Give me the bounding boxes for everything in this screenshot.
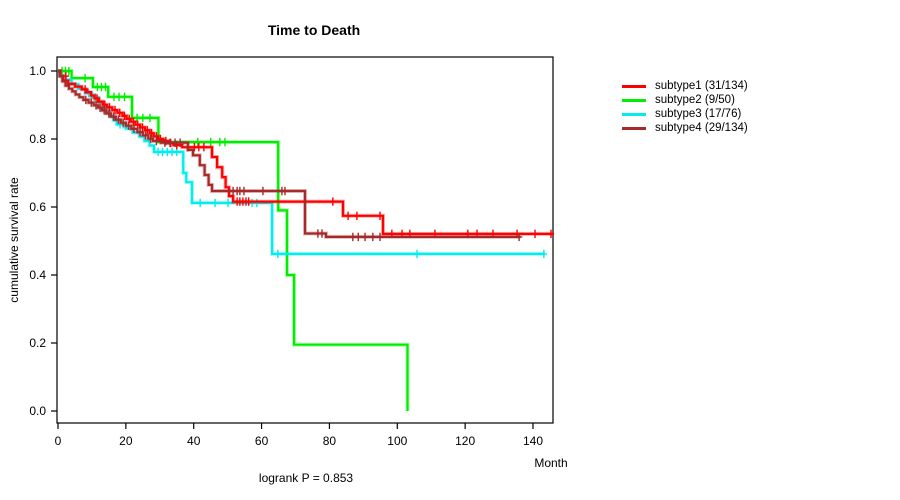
censor-marks-subtype4 — [82, 95, 523, 242]
legend-line-swatch — [622, 126, 646, 130]
y-tick-label: 0.0 — [29, 404, 46, 418]
y-axis-label: cumulative survival rate — [7, 177, 21, 303]
x-tick-label: 20 — [119, 434, 133, 448]
legend-line-swatch — [622, 98, 646, 102]
legend-item: subtype3 (17/76) — [622, 107, 748, 121]
legend: subtype1 (31/134) subtype2 (9/50) subtyp… — [622, 79, 748, 135]
x-tick-label: 120 — [455, 434, 475, 448]
x-tick-label: 0 — [55, 434, 62, 448]
x-axis-label: Month — [534, 456, 568, 470]
logrank-annotation: logrank P = 0.853 — [258, 471, 354, 485]
curve-subtype2 — [58, 66, 410, 411]
x-tick-label: 60 — [255, 434, 269, 448]
legend-item-label: subtype4 (29/134) — [655, 122, 748, 134]
chart-title: Time to Death — [267, 22, 361, 38]
plot-frame — [56, 56, 554, 424]
legend-item-label: subtype1 (31/134) — [655, 80, 748, 92]
legend-item-label: subtype2 (9/50) — [655, 94, 735, 106]
y-tick-label: 0.2 — [29, 336, 46, 350]
curve-subtype4 — [57, 69, 523, 242]
legend-item: subtype4 (29/134) — [622, 121, 748, 135]
censor-marks-subtype3 — [63, 75, 548, 259]
x-tick-label: 80 — [323, 434, 337, 448]
curve-subtype1 — [58, 69, 555, 239]
x-tick-label: 40 — [187, 434, 201, 448]
legend-item: subtype2 (9/50) — [622, 93, 748, 107]
y-tick-label: 0.8 — [29, 132, 46, 146]
y-tick-label: 0.4 — [29, 268, 46, 282]
x-tick-label: 100 — [387, 434, 407, 448]
y-tick-label: 1.0 — [29, 64, 46, 78]
x-axis: 0 20 40 60 80 100 120 140 — [55, 423, 543, 448]
censor-marks-subtype2 — [58, 66, 229, 147]
y-tick-label: 0.6 — [29, 200, 46, 214]
legend-line-swatch — [622, 84, 646, 88]
legend-item: subtype1 (31/134) — [622, 79, 748, 93]
censor-marks-subtype1 — [62, 71, 555, 239]
y-axis: 1.0 0.8 0.6 0.4 0.2 0.0 — [29, 64, 57, 418]
survival-curves — [57, 66, 555, 411]
x-tick-label: 140 — [523, 434, 543, 448]
legend-item-label: subtype3 (17/76) — [655, 108, 742, 120]
legend-line-swatch — [622, 112, 646, 116]
